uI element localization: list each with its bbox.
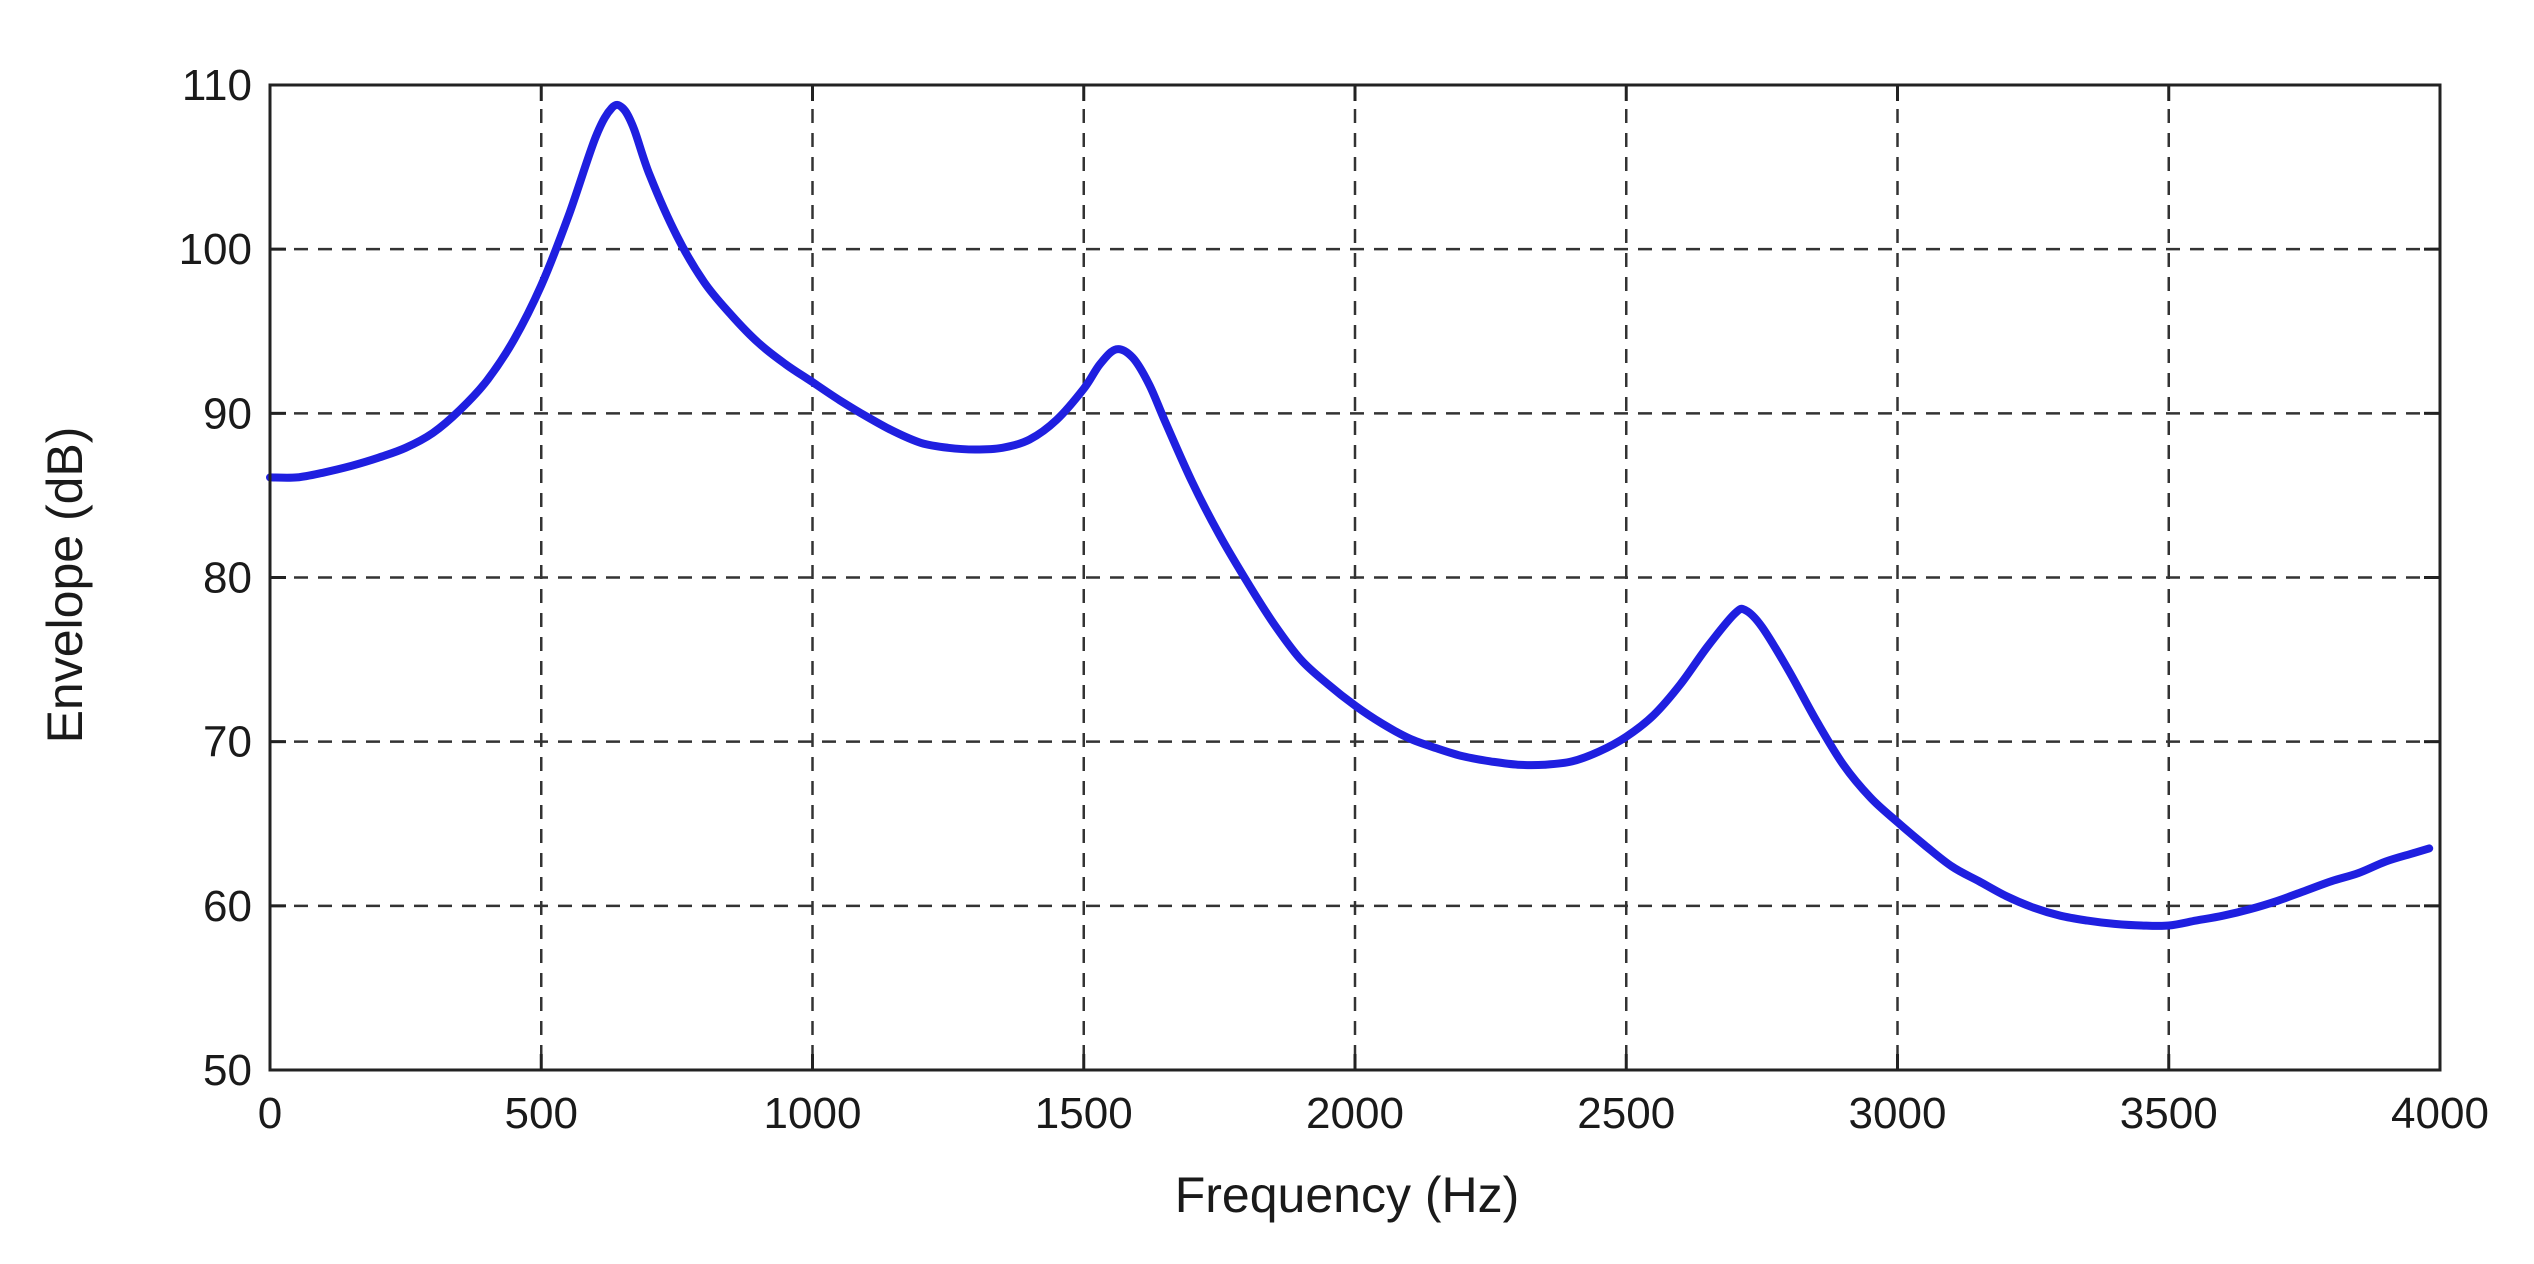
y-axis-label: Envelope (dB) [37,427,93,744]
x-tick-label: 4000 [2391,1089,2489,1138]
x-tick-label: 1500 [1035,1089,1133,1138]
x-tick-label: 2500 [1577,1089,1675,1138]
x-tick-label: 0 [258,1089,282,1138]
x-tick-label: 500 [505,1089,578,1138]
y-tick-label: 90 [203,389,252,438]
grid [270,85,2440,1070]
series-layer [266,100,2434,930]
x-tick-label: 1000 [764,1089,862,1138]
y-tick-label: 70 [203,718,252,767]
x-tick-label: 3000 [1849,1089,1947,1138]
y-tick-label: 50 [203,1046,252,1095]
tick-marks [268,83,2442,1072]
x-tick-label: 2000 [1306,1089,1404,1138]
y-tick-label: 110 [182,61,252,110]
envelope-series-line [266,100,2434,930]
x-tick-labels: 0 500 1000 1500 2000 2500 3000 3500 4000 [258,1089,2489,1138]
y-tick-labels: 50 60 70 80 90 100 110 [179,61,252,1095]
y-tick-label: 100 [179,225,252,274]
x-axis-label: Frequency (Hz) [1175,1167,1520,1223]
x-tick-label: 3500 [2120,1089,2218,1138]
y-tick-label: 60 [203,882,252,931]
y-tick-label: 80 [203,554,252,603]
